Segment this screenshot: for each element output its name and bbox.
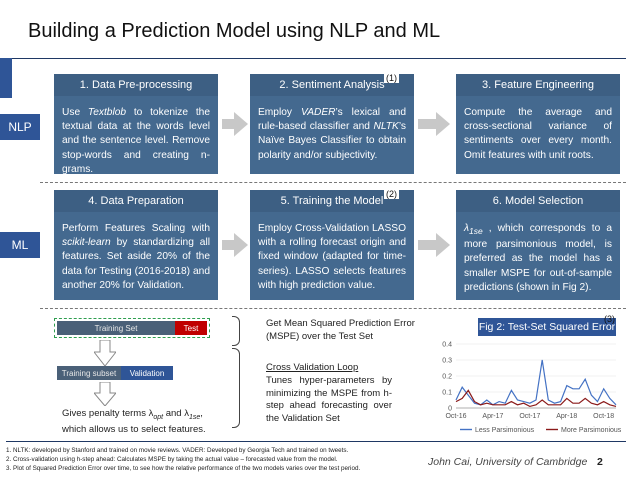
x-tick-label: Oct-16 [445,413,466,420]
step-box-sentiment-analysis: 2. Sentiment Analysis (1) Employ VADER’s… [250,73,414,174]
training-set-bar: Training Set [57,321,175,335]
accent-bar [0,58,12,98]
step-box-data-preprocessing: 1. Data Pre-processing Use Textblob to t… [54,74,218,175]
x-tick-label: Oct-17 [519,413,540,420]
step-description: Use Textblob to tokenize the textual dat… [62,107,210,175]
arrow-right-icon [234,112,248,136]
y-tick-label: 0 [448,406,452,413]
step-box-model-selection: 6. Model Selection λ1se , which correspo… [456,190,620,300]
arrow-shaft [418,119,438,129]
arrow-down-icon [94,340,116,366]
x-tick-label: Apr-18 [556,413,577,420]
footer-divider [6,441,626,442]
arrow-right-icon [436,233,450,257]
step-heading: 3. Feature Engineering [456,74,620,96]
bracket [232,316,240,346]
step-description: Perform Features Scaling with scikit-lea… [62,223,210,291]
row-divider [40,308,626,309]
step-description: λ1se , which corresponds to a more parsi… [464,223,612,293]
footnote-ref: (3) [604,314,615,324]
y-tick-label: 0.4 [442,342,452,349]
arrow-shaft [418,240,438,250]
x-tick-label: Oct-18 [593,413,614,420]
arrow-shaft [222,119,236,129]
series-line-less-parsimonious [455,359,617,406]
slide-title: Building a Prediction Model using NLP an… [28,20,441,42]
arrow-right-icon [436,112,450,136]
step-heading: 5. Training the Model [250,190,414,212]
step-heading: 6. Model Selection [456,190,620,212]
y-tick-label: 0.2 [442,374,452,381]
test-set-bar: Test [175,321,207,335]
training-subset-bar: Training subset [57,366,121,380]
squared-error-chart: 0 0.1 0.2 0.3 0.4 Oct-16 Apr-17 Oct-17 Apr-18 Oct… [442,342,622,435]
penalty-terms-text: Gives penalty terms λopt and λ1se, which… [62,408,206,436]
row-divider [40,182,626,183]
row-label-ml: ML [0,232,40,258]
y-tick-label: 0.3 [442,358,452,365]
author: John Cai, University of Cambridge [428,456,588,468]
footnote-1: 1. NLTK: developed by Stanford and train… [6,447,349,454]
step-heading: 2. Sentiment Analysis [250,74,414,96]
step-description: Employ Cross-Validation LASSO with a rol… [258,223,406,291]
step-description: Employ VADER’s lexical and rule-based cl… [258,107,406,161]
footnote-ref: (1) [384,73,399,83]
validation-bar: Validation [121,366,173,380]
footnote-ref: (2) [384,189,399,199]
title-divider [12,58,626,59]
y-tick-label: 0.1 [442,390,452,397]
arrow-shaft [222,240,236,250]
x-tick-label: Apr-17 [482,413,503,420]
cv-loop-text: Tunes hyper-parameters by minimizing the… [266,375,392,424]
row-label-nlp: NLP [0,114,40,140]
legend-label: Less Parsimonious [475,427,535,434]
cv-loop-title: Cross Validation Loop [266,362,359,373]
mspe-text: Get Mean Squared Prediction Error (MSPE)… [266,318,415,342]
footnote-2: 2. Cross-validation using h-step ahead: … [6,456,338,463]
step-description: Compute the average and cross-sectional … [464,107,612,161]
page-number: 2 [597,456,603,468]
chart-title: Fig 2: Test-Set Squared Error [478,318,616,336]
footnotes: 1. NLTK: developed by Stanford and train… [6,446,360,473]
step-heading: 4. Data Preparation [54,190,218,212]
training-set-highlight [54,318,210,338]
step-box-data-preparation: 4. Data Preparation Perform Features Sca… [54,190,218,300]
step-box-training-model: 5. Training the Model (2) Employ Cross-V… [250,189,414,300]
series-line-more-parsimonious [455,389,617,408]
footnote-3: 3. Plot of Squared Prediction Error over… [6,465,361,472]
arrow-down-icon [94,382,116,406]
bracket [232,348,240,428]
arrow-right-icon [234,233,248,257]
legend-label: More Parsimonious [561,427,622,434]
step-heading: 1. Data Pre-processing [54,74,218,96]
step-box-feature-engineering: 3. Feature Engineering Compute the avera… [456,74,620,174]
